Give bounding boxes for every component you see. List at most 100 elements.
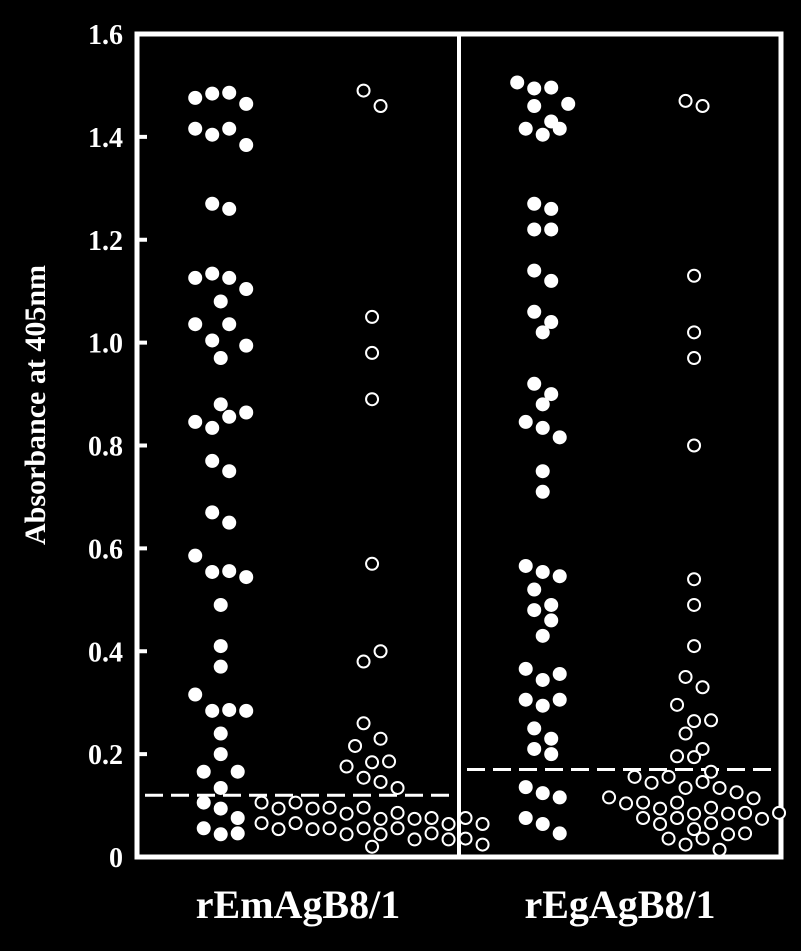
- data-point-open: [729, 785, 744, 800]
- data-point-open: [407, 811, 422, 826]
- data-point-open: [678, 780, 693, 795]
- data-point-filled: [518, 810, 533, 825]
- data-point-filled: [213, 397, 228, 412]
- data-point-open: [356, 800, 371, 815]
- data-point-filled: [518, 661, 533, 676]
- data-point-open: [475, 816, 490, 831]
- data-point-filled: [510, 75, 525, 90]
- data-point-filled: [552, 666, 567, 681]
- data-point-open: [687, 639, 702, 654]
- data-point-open: [704, 800, 719, 815]
- data-point-filled: [205, 127, 220, 142]
- y-tick-label: 1.2: [88, 226, 123, 257]
- data-point-filled: [230, 826, 245, 841]
- data-point-filled: [213, 639, 228, 654]
- data-point-filled: [196, 795, 211, 810]
- y-tick-label: 0.6: [88, 534, 123, 565]
- data-point-filled: [552, 692, 567, 707]
- data-point-open: [687, 750, 702, 765]
- data-point-open: [661, 831, 676, 846]
- data-point-filled: [230, 764, 245, 779]
- data-point-open: [271, 822, 286, 837]
- data-point-filled: [527, 741, 542, 756]
- y-tick-label: 0.4: [88, 637, 123, 668]
- data-point-open: [254, 816, 269, 831]
- data-point-open: [458, 831, 473, 846]
- data-point-filled: [222, 121, 237, 136]
- data-point-filled: [527, 222, 542, 237]
- data-point-filled: [222, 515, 237, 530]
- y-axis-title: Absorbance at 405nm: [19, 265, 52, 545]
- category-label: rEmAgB8/1: [196, 882, 400, 927]
- data-point-open: [356, 770, 371, 785]
- y-axis: 0 0.2 0.4 0.6 0.8 1.0 1.2 1.4 1.6: [88, 20, 147, 874]
- data-point-filled: [213, 747, 228, 762]
- data-point-open: [373, 774, 388, 789]
- data-point-filled: [535, 420, 550, 435]
- data-point-filled: [535, 564, 550, 579]
- data-point-filled: [527, 721, 542, 736]
- data-point-filled: [535, 628, 550, 643]
- data-point-open: [424, 810, 439, 825]
- data-point-open: [661, 769, 676, 784]
- data-point-filled: [205, 333, 220, 348]
- data-point-filled: [544, 613, 559, 628]
- data-point-open: [407, 832, 422, 847]
- data-point-open: [365, 755, 380, 770]
- data-point-filled: [213, 659, 228, 674]
- y-tick-label: 1.6: [88, 20, 123, 51]
- data-point-open: [382, 754, 397, 769]
- data-point-open: [687, 268, 702, 283]
- data-point-filled: [188, 548, 203, 563]
- data-point-open: [356, 83, 371, 98]
- data-point-filled: [213, 351, 228, 366]
- data-point-filled: [527, 304, 542, 319]
- data-point-open: [721, 806, 736, 821]
- data-point-filled: [222, 85, 237, 100]
- data-point-filled: [552, 121, 567, 136]
- data-point-open: [288, 795, 303, 810]
- data-point-open: [678, 837, 693, 852]
- data-point-filled: [188, 90, 203, 105]
- data-point-filled: [552, 790, 567, 805]
- data-point-open: [695, 680, 710, 695]
- data-point-open: [424, 826, 439, 841]
- data-point-open: [704, 816, 719, 831]
- data-point-open: [390, 805, 405, 820]
- data-point-filled: [544, 597, 559, 612]
- data-point-open: [687, 806, 702, 821]
- data-point-open: [305, 801, 320, 816]
- data-point-open: [704, 764, 719, 779]
- data-point-open: [602, 790, 617, 805]
- data-point-filled: [239, 405, 254, 420]
- data-point-filled: [535, 464, 550, 479]
- data-point-filled: [188, 270, 203, 285]
- data-point-open: [305, 822, 320, 837]
- data-point-open: [475, 837, 490, 852]
- data-point-filled: [188, 121, 203, 136]
- data-point-open: [339, 759, 354, 774]
- data-point-filled: [552, 826, 567, 841]
- data-point-filled: [239, 338, 254, 353]
- data-point-open: [687, 714, 702, 729]
- data-point-open: [738, 826, 753, 841]
- data-point-filled: [518, 558, 533, 573]
- y-tick-label: 0.2: [88, 740, 123, 771]
- data-point-filled: [205, 86, 220, 101]
- data-point-filled: [527, 376, 542, 391]
- data-point-filled: [213, 827, 228, 842]
- data-point-open: [653, 801, 668, 816]
- data-point-open: [322, 800, 337, 815]
- data-point-open: [687, 351, 702, 366]
- data-point-filled: [535, 786, 550, 801]
- data-point-filled: [213, 726, 228, 741]
- data-point-filled: [222, 201, 237, 216]
- data-point-filled: [544, 80, 559, 95]
- data-point-open: [356, 821, 371, 836]
- data-point-open: [288, 816, 303, 831]
- data-point-open: [670, 697, 685, 712]
- data-point-open: [373, 811, 388, 826]
- data-point-filled: [230, 810, 245, 825]
- data-point-open: [373, 99, 388, 114]
